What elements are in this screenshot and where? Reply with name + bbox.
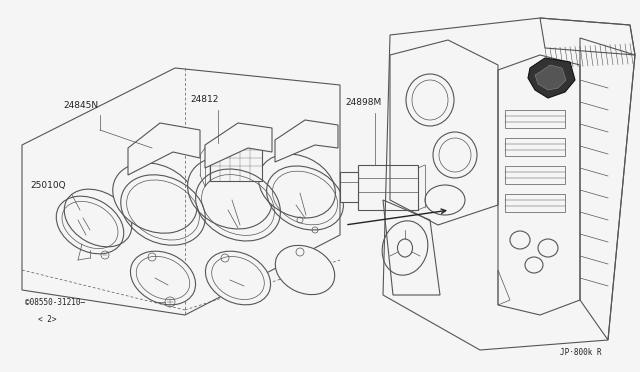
Bar (340, 172, 358, 202)
Bar (210, 143, 262, 181)
Ellipse shape (205, 251, 271, 305)
Ellipse shape (131, 251, 196, 305)
Text: 24898M: 24898M (345, 98, 381, 107)
Bar (505, 138, 565, 156)
Text: 24845N: 24845N (63, 101, 98, 110)
Polygon shape (205, 123, 272, 168)
Ellipse shape (64, 189, 132, 247)
Polygon shape (275, 120, 338, 162)
Text: JP·800k R: JP·800k R (560, 348, 602, 357)
Text: 25010Q: 25010Q (30, 181, 66, 190)
Polygon shape (528, 58, 575, 98)
Text: 24812: 24812 (190, 95, 218, 104)
Polygon shape (128, 123, 200, 175)
Ellipse shape (275, 246, 335, 295)
Polygon shape (535, 65, 566, 90)
Bar (505, 166, 565, 184)
Text: < 2>: < 2> (38, 315, 56, 324)
Bar (505, 110, 565, 128)
Ellipse shape (113, 163, 197, 233)
Ellipse shape (259, 154, 335, 218)
Text: ©08550-31210—: ©08550-31210— (25, 298, 85, 307)
Bar (358, 165, 418, 210)
Bar (505, 194, 565, 212)
Ellipse shape (188, 157, 273, 229)
